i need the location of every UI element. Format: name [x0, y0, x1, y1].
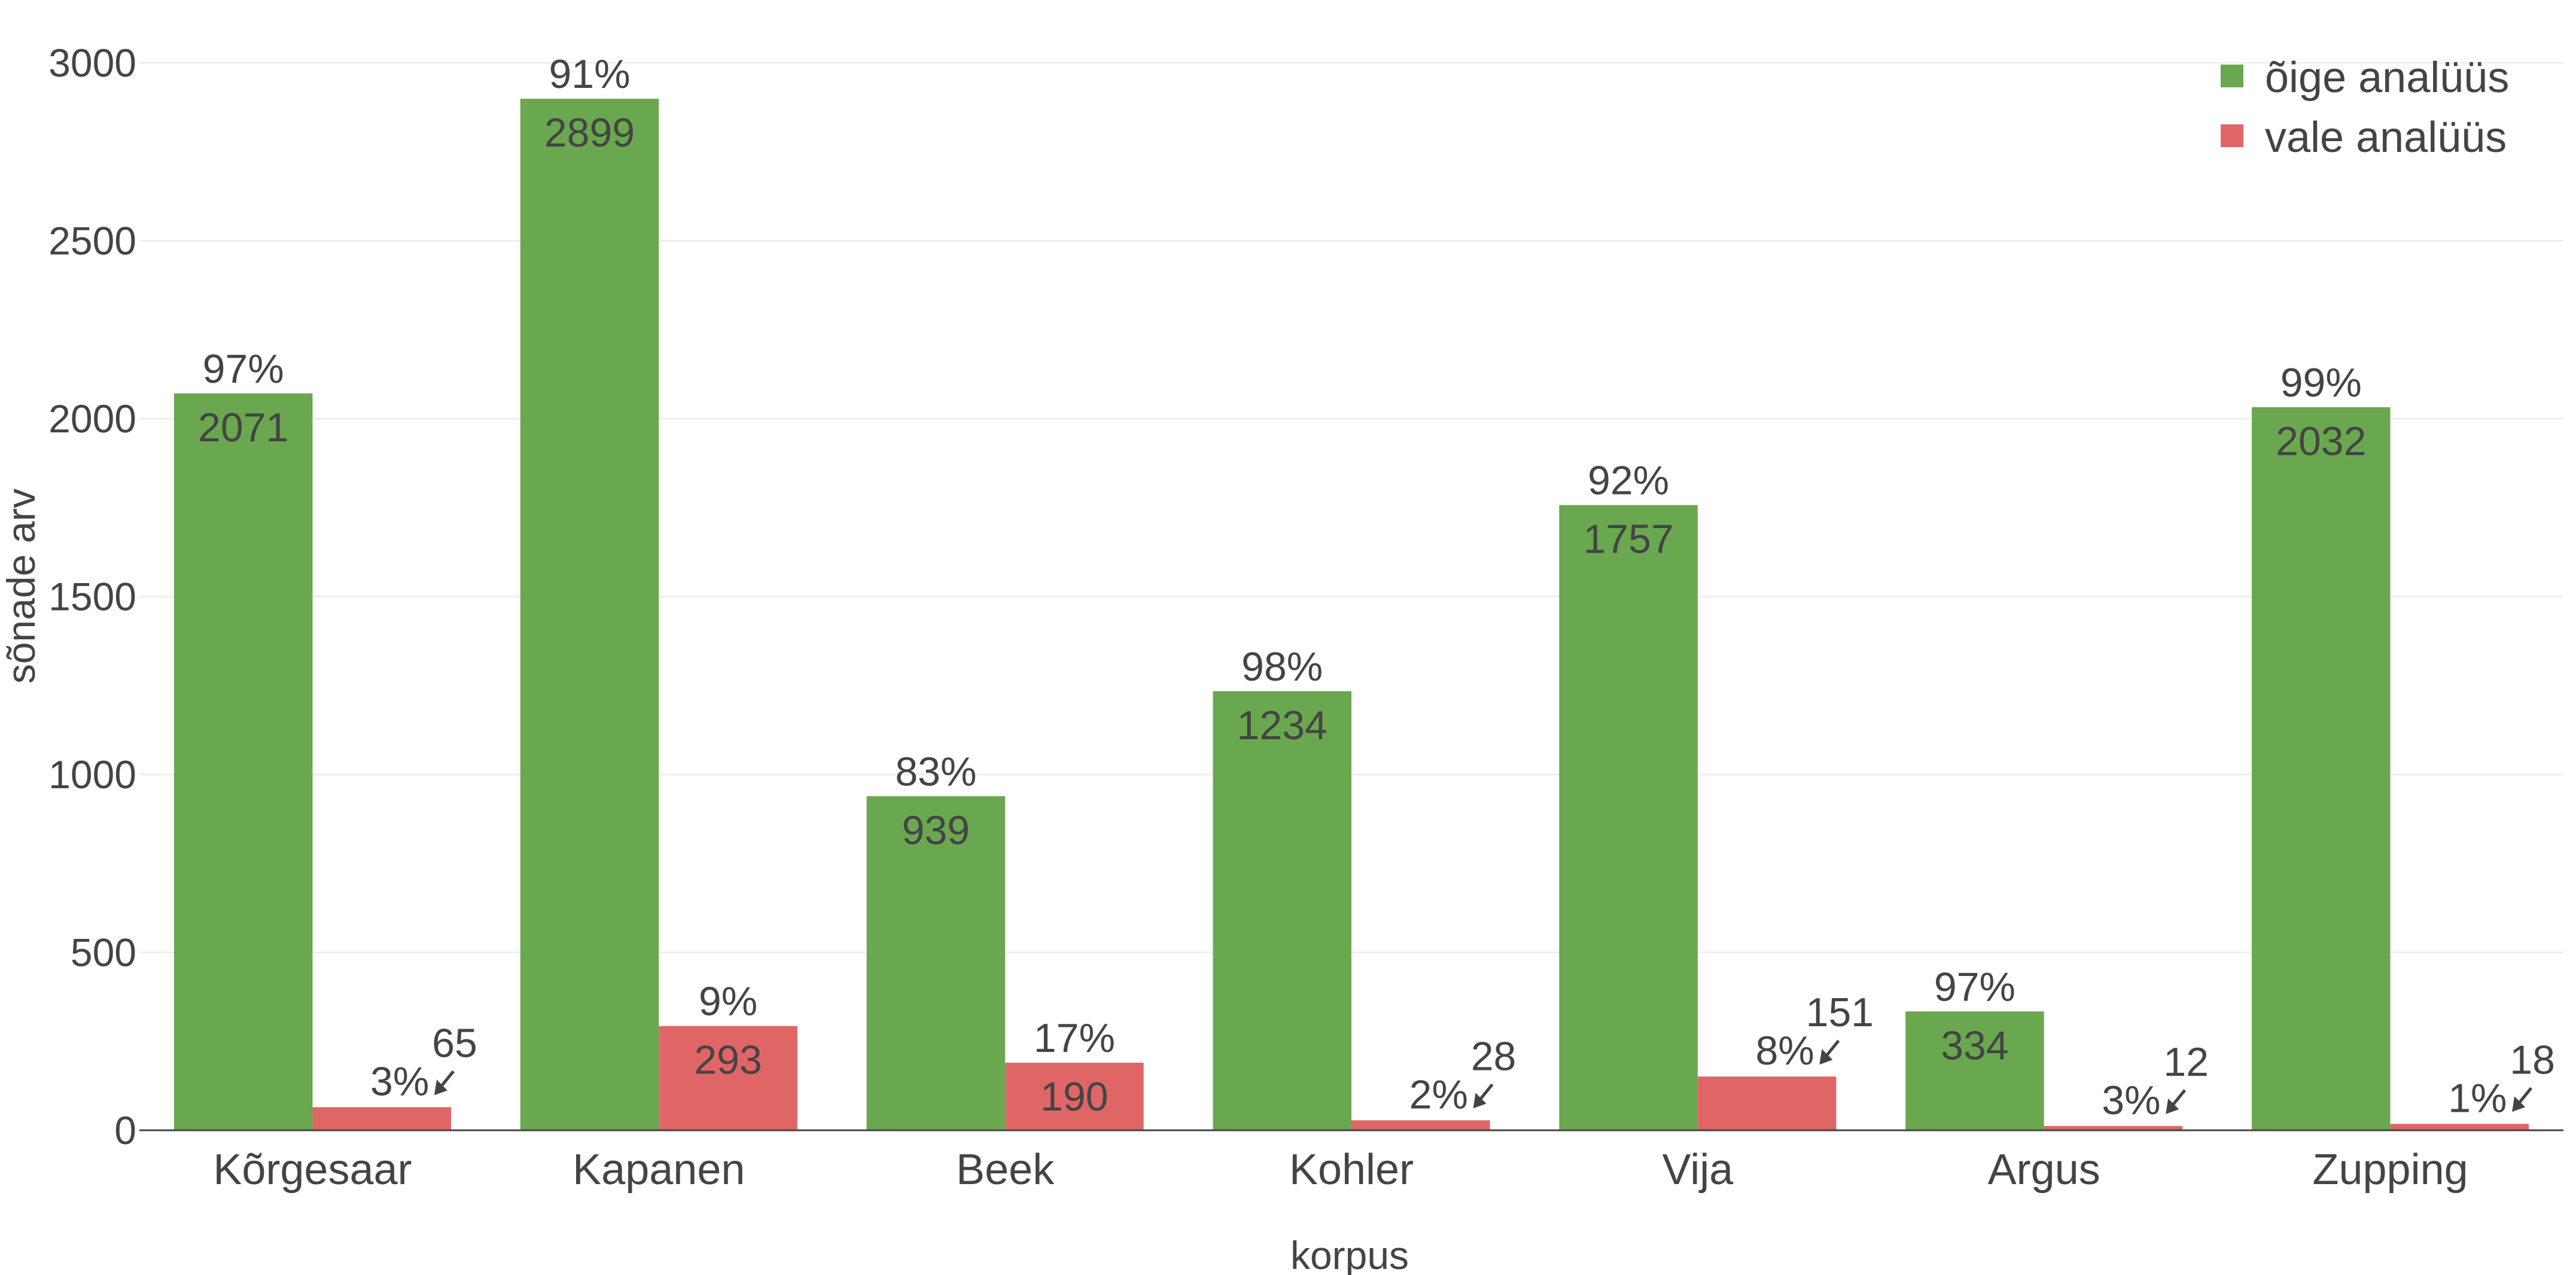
x-tick-label: Vija: [1662, 1146, 1734, 1194]
x-tick-label: Beek: [956, 1146, 1055, 1194]
bar-percent-label: 99%: [2280, 360, 2362, 405]
bar-percent-label: 97%: [203, 346, 284, 392]
bar-percent-label: 97%: [1934, 964, 2015, 1009]
y-tick-label: 3000: [48, 41, 136, 85]
bar-value-label: 28: [1471, 1033, 1517, 1079]
bar: [659, 1026, 797, 1130]
legend-label: vale analüüs: [2265, 114, 2507, 161]
bar: [173, 393, 313, 1130]
y-axis-title: sõnade arv: [0, 489, 43, 684]
bar-value-label: 2071: [198, 405, 288, 450]
bar-percent-label: 3%: [370, 1059, 429, 1104]
bar-value-label: 939: [902, 807, 970, 853]
bar-percent-label: 98%: [1241, 644, 1323, 690]
x-tick-label: Argus: [1988, 1146, 2100, 1194]
bar: [1559, 505, 1698, 1131]
bar: [1213, 691, 1351, 1130]
bar-value-label: 151: [1806, 990, 1874, 1035]
bar-percent-label: 1%: [2448, 1075, 2507, 1121]
x-tick-label: Kapanen: [573, 1146, 745, 1194]
bar-percent-label: 17%: [1034, 1015, 1115, 1061]
bar-percent-label: 2%: [1409, 1072, 1468, 1117]
bar-value-label: 65: [432, 1020, 477, 1066]
bar: [1905, 1011, 2044, 1130]
arrow-icon: [2512, 1096, 2526, 1112]
legend-label: õige analüüs: [2265, 54, 2509, 102]
bar-percent-label: 8%: [1755, 1028, 1814, 1073]
legend: õige analüüs vale analüüs: [2221, 54, 2509, 161]
bar-percent-label: 91%: [549, 51, 630, 97]
bar-value-label: 18: [2510, 1037, 2555, 1082]
x-tick-label: Kõrgesaar: [213, 1146, 412, 1194]
bar: [2390, 1124, 2529, 1130]
bar: [1005, 1062, 1144, 1130]
bar: [1351, 1120, 1490, 1130]
bar-value-label: 2032: [2276, 419, 2366, 464]
bar: [2044, 1125, 2183, 1130]
bar-percent-label: 3%: [2102, 1078, 2160, 1123]
x-tick-label: Kohler: [1289, 1146, 1414, 1194]
bar-labels: 2071 97% 2899 91% 939 83% 1234 98% 1757 92% 334 97%…: [198, 51, 2555, 1123]
legend-swatch: [2221, 65, 2243, 87]
arrow-icon: [434, 1079, 447, 1096]
bar-value-label: 1757: [1583, 517, 1673, 562]
bar: [312, 1107, 451, 1130]
y-tick-label: 500: [71, 931, 136, 975]
arrow-icon: [1819, 1049, 1833, 1065]
x-axis-title: korpus: [1290, 1233, 1409, 1275]
bar-percent-label: 83%: [895, 749, 976, 794]
y-tick-label: 0: [114, 1108, 136, 1152]
axes: 0 500 1000 1500 2000 2500 3000 Kõrgesaar Kapanen…: [48, 41, 2563, 1194]
bar: [520, 99, 659, 1131]
y-tick-label: 1500: [48, 575, 136, 619]
bar-value-label: 12: [2163, 1039, 2209, 1085]
arrow-icon: [2166, 1098, 2179, 1114]
bar-value-label: 334: [1941, 1023, 2008, 1068]
bar: [2252, 407, 2391, 1131]
arrow-icon: [1473, 1093, 1487, 1109]
y-tick-label: 1000: [48, 752, 136, 797]
y-tick-label: 2000: [48, 396, 136, 441]
bar-percent-label: 9%: [699, 979, 757, 1024]
bar-percent-label: 92%: [1588, 458, 1669, 504]
y-tick-label: 2500: [48, 219, 136, 263]
bar-value-label: 293: [694, 1038, 762, 1083]
legend-swatch: [2221, 124, 2243, 147]
bar: [866, 796, 1006, 1130]
bar-value-label: 1234: [1237, 703, 1327, 748]
bar: [1697, 1076, 1837, 1130]
x-tick-label: Zupping: [2312, 1146, 2468, 1194]
bar-value-label: 2899: [544, 110, 635, 155]
bar-value-label: 190: [1040, 1074, 1108, 1120]
bars: [173, 99, 2529, 1131]
